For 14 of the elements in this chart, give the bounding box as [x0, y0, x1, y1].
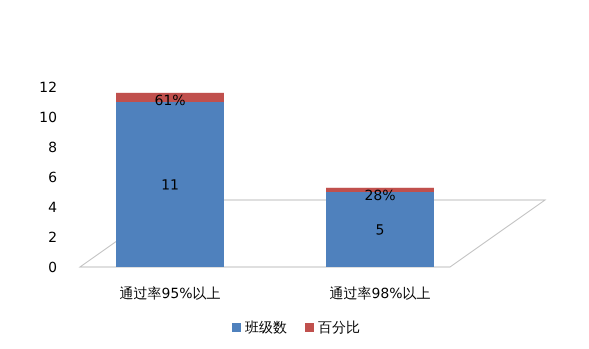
data-label: 5 [376, 222, 384, 238]
y-tick-label: 10 [39, 110, 57, 126]
y-tick-label: 0 [48, 260, 57, 276]
y-tick-label: 6 [48, 170, 58, 186]
x-tick-label: 通过率95%以上 [119, 286, 221, 302]
y-tick-label: 8 [48, 140, 57, 156]
data-label: 11 [161, 178, 179, 194]
data-label: 28% [364, 188, 396, 204]
legend-label: 百分比 [318, 320, 360, 336]
y-tick-label: 2 [48, 230, 57, 246]
x-tick-label: 通过率98%以上 [329, 286, 431, 302]
y-tick-label: 4 [48, 200, 58, 216]
legend-label: 班级数 [245, 320, 287, 336]
y-tick-label: 12 [39, 80, 57, 96]
